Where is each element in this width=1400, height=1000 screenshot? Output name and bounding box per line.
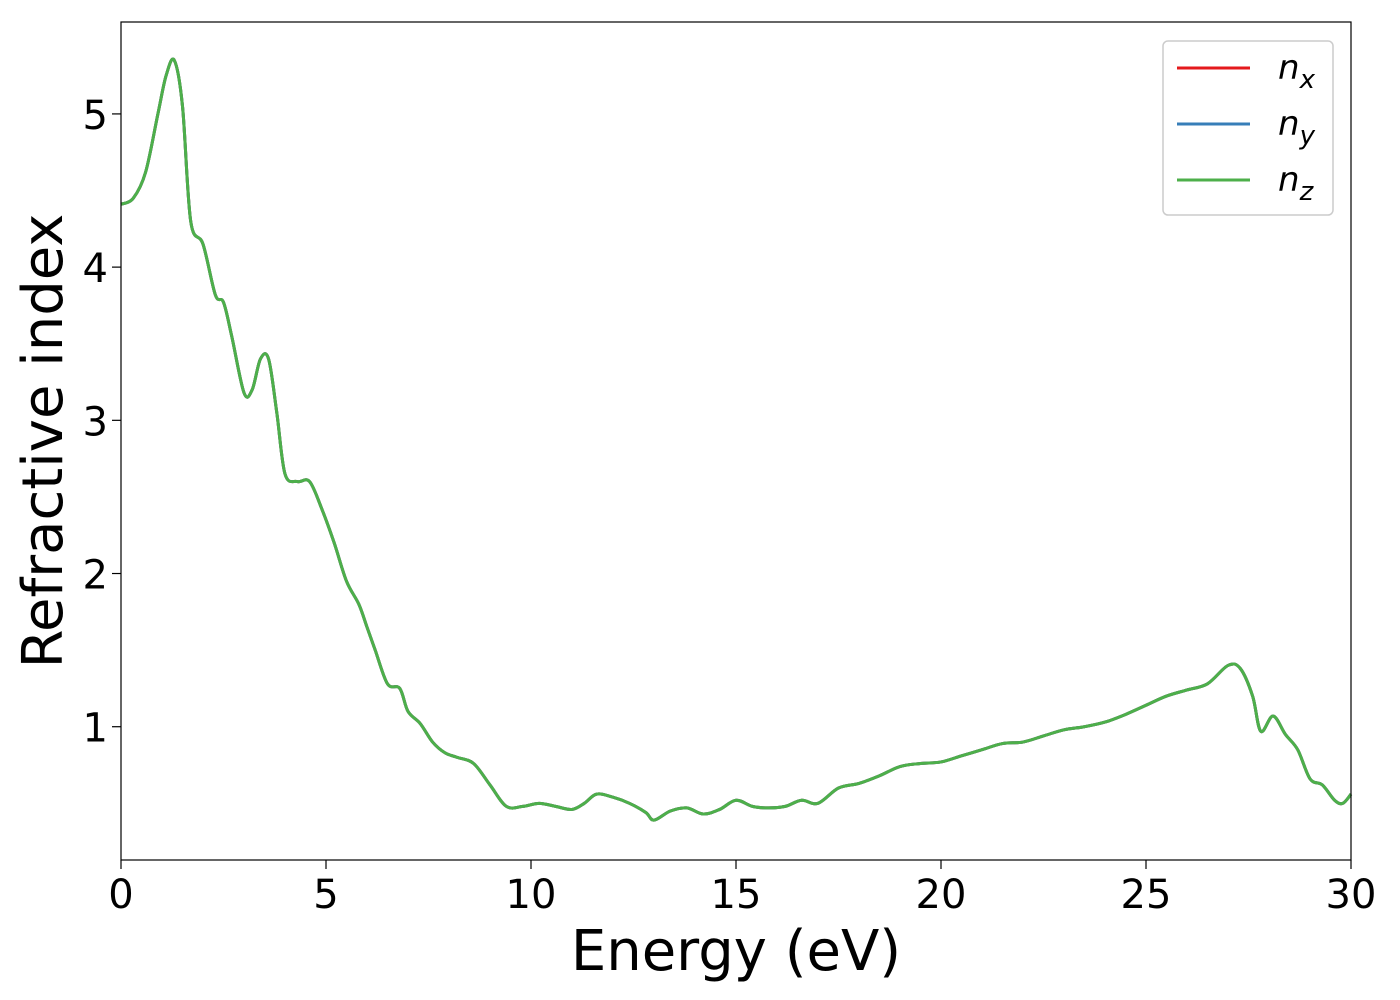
y-tick-label: 5 xyxy=(83,93,108,139)
y-tick-label: 4 xyxy=(83,246,108,292)
y-axis-ticks: 1 2 3 4 5 xyxy=(83,93,121,752)
y-axis-title: Refractive index xyxy=(11,214,76,669)
x-tick-label: 30 xyxy=(1326,872,1377,918)
x-tick-label: 0 xyxy=(108,872,133,918)
x-tick-label: 5 xyxy=(313,872,338,918)
x-tick-label: 10 xyxy=(506,872,557,918)
x-axis-ticks: 0 5 10 15 20 25 30 xyxy=(108,860,1376,918)
legend-label-n-x: nx xyxy=(1278,48,1316,95)
legend-label-n-y: ny xyxy=(1278,104,1316,151)
series-line-n-z xyxy=(120,57,1353,822)
y-tick-label: 3 xyxy=(83,399,108,445)
plot-background xyxy=(121,22,1351,860)
x-tick-label: 15 xyxy=(711,872,762,918)
y-tick-label: 2 xyxy=(83,553,108,599)
x-axis-title: Energy (eV) xyxy=(571,919,901,984)
x-tick-label: 20 xyxy=(916,872,967,918)
legend-label-n-z: nz xyxy=(1278,160,1315,207)
legend-box xyxy=(1162,40,1334,216)
series-layer xyxy=(120,57,1353,822)
y-tick-label: 1 xyxy=(83,706,108,752)
legend: nx ny nz xyxy=(1162,40,1334,216)
x-tick-label: 25 xyxy=(1121,872,1172,918)
